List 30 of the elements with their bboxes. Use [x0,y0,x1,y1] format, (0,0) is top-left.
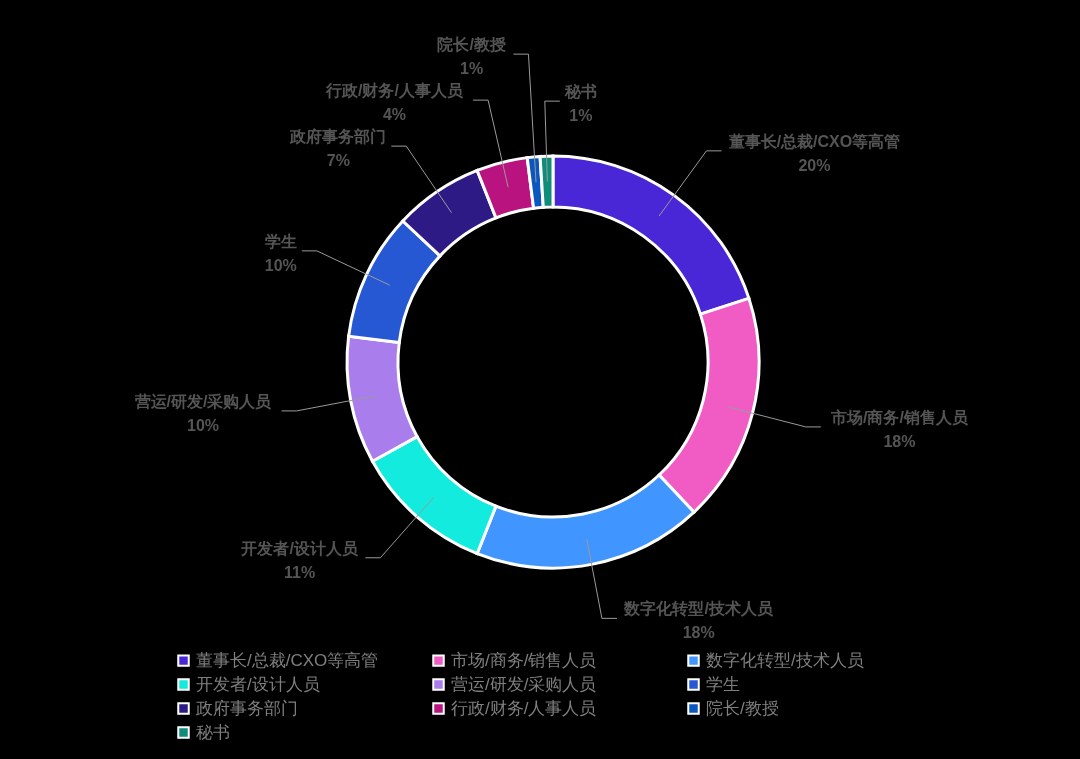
slice-label: 董事长/总裁/CXO等高管 [727,131,901,150]
slice-label: 学生 [264,232,297,250]
data-label: 18% [883,432,916,450]
slice-label: 营运/研发/采购人员 [133,392,273,410]
slice-label: 院长/教授 [437,36,506,54]
slice-label: 秘书 [563,83,597,101]
legend-label: 开发者/设计人员 [196,674,320,694]
data-label: 7% [326,152,350,170]
data-label: 10% [187,416,220,434]
slice-label: 市场/商务/销售人员 [829,408,969,426]
legend-label: 市场/商务/销售人员 [451,650,597,670]
data-label: 10% [264,256,297,274]
legend-label: 秘书 [196,722,230,742]
legend-label: 行政/财务/人事人员 [451,698,597,718]
slice-label: 行政/财务/人事人员 [325,82,464,100]
legend-label: 董事长/总裁/CXO等高管 [196,650,379,670]
data-label: 1% [460,60,484,78]
legend-label: 院长/教授 [706,698,779,718]
slice-label: 数字化转型/技术人员 [623,599,774,618]
legend-label: 数字化转型/技术人员 [706,650,864,670]
data-label: 4% [382,106,407,124]
data-label: 20% [798,156,831,174]
legend-label: 营运/研发/采购人员 [451,674,597,694]
slice-label: 开发者/设计人员 [240,539,359,557]
legend-label: 学生 [706,674,740,694]
slice-label: 政府事务部门 [289,127,387,146]
data-label: 1% [569,107,593,125]
data-label: 18% [682,624,715,642]
data-label: 11% [284,563,316,581]
legend-label: 政府事务部门 [196,698,298,718]
